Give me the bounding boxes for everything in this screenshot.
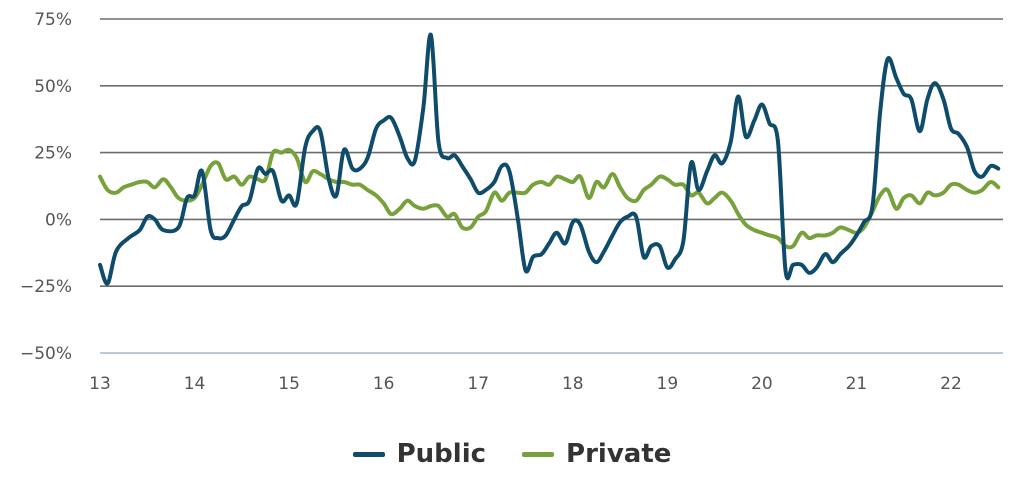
y-tick-label: 50% <box>34 77 72 97</box>
x-tick-label: 21 <box>846 374 868 394</box>
y-axis-tick-labels: 75% 50% 25% 0% −25% −50% <box>20 10 72 364</box>
y-tick-label: 75% <box>34 10 72 30</box>
gridlines <box>100 18 1003 354</box>
series-line-public <box>98 32 1001 286</box>
legend-swatch-private <box>522 451 555 457</box>
x-tick-label: 22 <box>940 374 962 394</box>
legend: Public Private <box>0 434 1024 474</box>
y-tick-label: −50% <box>20 344 72 364</box>
x-tick-label: 16 <box>373 374 395 394</box>
legend-item-private[interactable]: Private <box>522 439 671 469</box>
y-tick-label: −25% <box>20 277 72 297</box>
series-line-private <box>98 147 1001 250</box>
x-tick-label: 14 <box>184 374 206 394</box>
x-tick-label: 13 <box>89 374 111 394</box>
x-tick-label: 20 <box>751 374 773 394</box>
legend-label-public: Public <box>396 439 487 469</box>
legend-swatch-public <box>352 451 385 457</box>
legend-item-public[interactable]: Public <box>352 439 487 469</box>
x-tick-label: 15 <box>278 374 300 394</box>
x-axis-tick-labels: 13 14 15 16 17 18 19 20 21 22 <box>89 374 962 394</box>
y-tick-label: 0% <box>45 210 72 230</box>
line-chart: 75% 50% 25% 0% −25% −50% 13 14 15 16 17 18 19 20 21 22 <box>20 10 1003 394</box>
series-lines <box>98 32 1001 286</box>
y-tick-label: 25% <box>34 144 72 164</box>
x-tick-label: 18 <box>562 374 584 394</box>
x-tick-label: 17 <box>467 374 489 394</box>
legend-label-private: Private <box>566 439 672 469</box>
x-tick-label: 19 <box>657 374 679 394</box>
